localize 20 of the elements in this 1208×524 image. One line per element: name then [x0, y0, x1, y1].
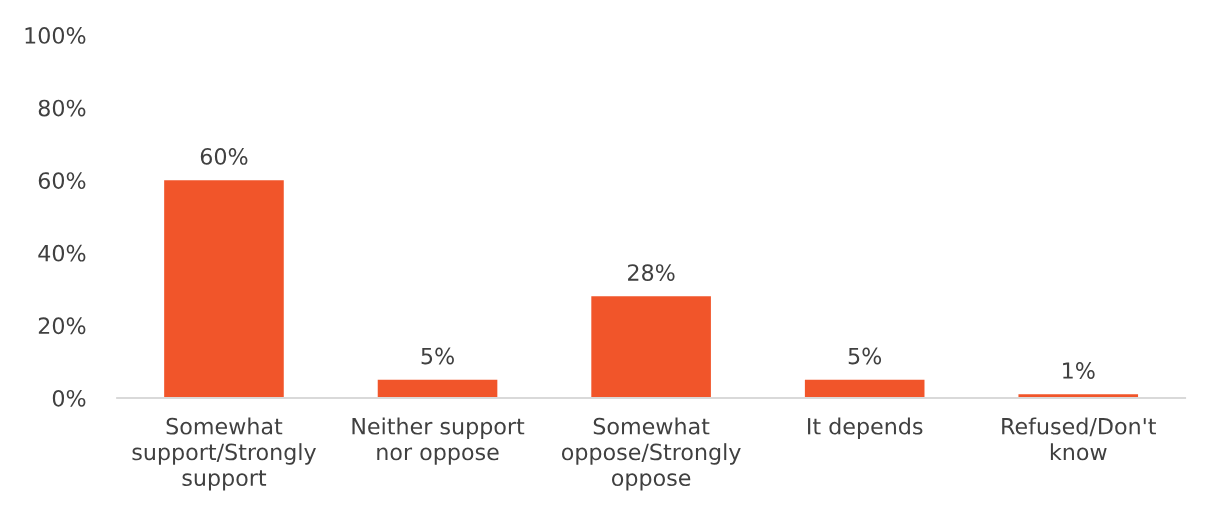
x-tick-label: It depends [808, 417, 923, 439]
y-tick-label: 100% [25, 27, 86, 44]
y-tick-label: 60% [38, 172, 86, 190]
bar [804, 379, 925, 398]
y-tick-label: 80% [38, 99, 86, 117]
y-tick-label: 0% [52, 389, 86, 407]
data-label: 5% [421, 347, 454, 365]
bar [377, 379, 498, 398]
y-tick-label: 40% [38, 244, 86, 262]
bar [164, 180, 284, 398]
x-tick-label: Refused/Don't know [1002, 417, 1156, 461]
x-tick-label: Somewhat support/Strongly support [132, 417, 316, 491]
x-tick-label: Neither support nor oppose [352, 417, 525, 465]
data-label: 5% [848, 347, 882, 365]
data-label: 1% [1063, 362, 1095, 379]
data-label: 28% [628, 264, 675, 281]
x-tick-label: Somewhat oppose/Strongly oppose [561, 417, 741, 491]
y-tick-label: 20% [38, 317, 86, 335]
bar [591, 296, 711, 398]
data-label: 60% [200, 148, 248, 165]
